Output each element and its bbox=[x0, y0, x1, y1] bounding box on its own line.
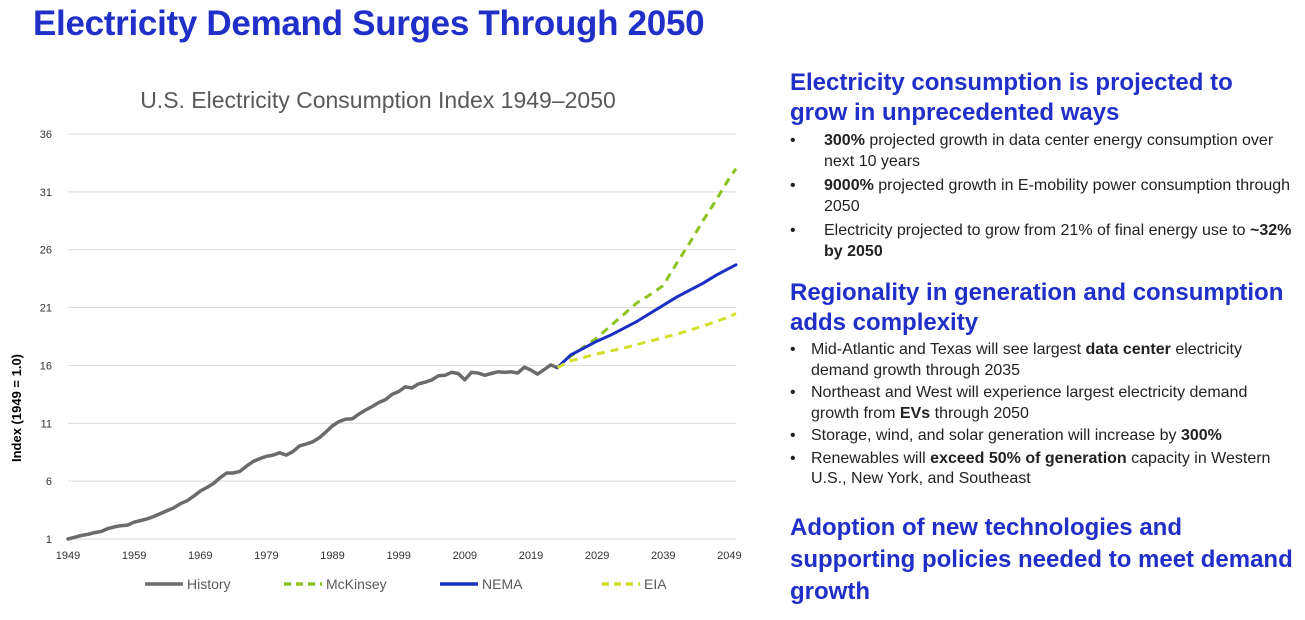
series-line-mckinsey bbox=[556, 167, 738, 369]
chart-title: U.S. Electricity Consumption Index 1949–… bbox=[140, 87, 616, 113]
section-heading-regionality: Regionality in generation and consumptio… bbox=[790, 279, 1284, 336]
consumption-bullet-list: 300% projected growth in data center ene… bbox=[790, 131, 1295, 262]
y-tick-label: 26 bbox=[40, 245, 52, 257]
legend-label-eia: EIA bbox=[644, 576, 667, 592]
bullet-text: Mid-Atlantic and Texas will see largest bbox=[811, 341, 1086, 358]
x-tick-label: 2039 bbox=[651, 550, 675, 562]
bullet-text: through 2050 bbox=[930, 404, 1029, 422]
x-tick-label: 1959 bbox=[122, 550, 146, 562]
x-tick-label: 2009 bbox=[453, 550, 477, 562]
section-heading-adoption: Adoption of new technologies and support… bbox=[790, 513, 1293, 605]
section-heading-consumption: Electricity consumption is projected to … bbox=[790, 69, 1233, 126]
legend-label-mckinsey: McKinsey bbox=[326, 576, 387, 592]
bullet-text: electricity demand growth through 2035 bbox=[811, 341, 1242, 379]
bullet-item: Renewables will exceed 50% of generation… bbox=[790, 449, 1295, 490]
y-axis-label: Index (1949 = 1.0) bbox=[9, 354, 24, 462]
legend: History McKinsey NEMA EIA bbox=[145, 576, 667, 592]
x-tick-label: 2029 bbox=[585, 550, 609, 562]
bullet-bold: 300% bbox=[824, 132, 865, 149]
bullet-item: 9000% projected growth in E-mobility pow… bbox=[790, 176, 1295, 217]
series-line-eia bbox=[556, 312, 737, 370]
bullet-text: capacity in Western U.S., New York, and … bbox=[811, 449, 1271, 488]
chart-area: U.S. Electricity Consumption Index 1949–… bbox=[0, 70, 760, 620]
x-tick-label: 1949 bbox=[56, 550, 80, 562]
x-tick-label: 1979 bbox=[254, 550, 278, 562]
legend-label-history: History bbox=[187, 576, 231, 592]
bullet-item: Northeast and West will experience large… bbox=[790, 383, 1295, 424]
series-lines bbox=[66, 167, 738, 541]
bullet-item: 300% projected growth in data center ene… bbox=[790, 131, 1295, 172]
bullet-item: Storage, wind, and solar generation will… bbox=[790, 426, 1295, 447]
gridlines bbox=[68, 133, 736, 540]
y-tick-label: 21 bbox=[40, 303, 52, 315]
bullet-item: Electricity projected to grow from 21% o… bbox=[790, 221, 1295, 262]
bullet-text: Storage, wind, and solar generation will… bbox=[811, 427, 1181, 444]
bullet-text: Electricity projected to grow from 21% o… bbox=[824, 222, 1250, 239]
y-tick-label: 6 bbox=[46, 476, 52, 488]
bullet-bold: exceed 50% of generation bbox=[930, 449, 1127, 467]
bullet-bold: data center bbox=[1085, 341, 1171, 358]
x-tick-labels: 1949 1959 1969 1979 1989 1999 2009 2019 2029 2039… bbox=[56, 550, 742, 562]
x-tick-label: 1989 bbox=[320, 550, 344, 562]
bullet-bold: 300% bbox=[1180, 427, 1222, 444]
bullet-text: Renewables will bbox=[811, 449, 931, 467]
right-panel: Electricity consumption is projected to … bbox=[790, 68, 1295, 608]
bullet-item: Mid-Atlantic and Texas will see largest … bbox=[790, 340, 1295, 381]
x-tick-label: 2049 bbox=[717, 550, 741, 562]
x-tick-label: 1969 bbox=[188, 550, 212, 562]
bullet-bold: 9000% bbox=[824, 177, 874, 194]
series-line-history bbox=[66, 363, 560, 541]
bullet-text: projected growth in E-mobility power con… bbox=[824, 177, 1291, 215]
bullet-bold: EVs bbox=[899, 404, 931, 422]
regionality-bullet-list: Mid-Atlantic and Texas will see largest … bbox=[790, 340, 1295, 490]
y-tick-label: 31 bbox=[40, 187, 52, 199]
page-title: Electricity Demand Surges Through 2050 bbox=[33, 4, 705, 43]
series-line-nema bbox=[555, 263, 738, 370]
y-tick-label: 16 bbox=[40, 360, 52, 372]
y-tick-label: 36 bbox=[40, 129, 52, 141]
y-tick-label: 1 bbox=[46, 534, 52, 546]
consumption-index-chart: U.S. Electricity Consumption Index 1949–… bbox=[9, 87, 742, 592]
bullet-bold: ~32% by 2050 bbox=[824, 222, 1292, 260]
legend-label-nema: NEMA bbox=[482, 576, 523, 592]
x-tick-label: 2019 bbox=[519, 550, 543, 562]
bullet-text: Northeast and West will experience large… bbox=[811, 384, 1248, 422]
bullet-text: projected growth in data center energy c… bbox=[824, 132, 1274, 170]
x-tick-label: 1999 bbox=[386, 550, 410, 562]
y-tick-label: 11 bbox=[41, 418, 52, 430]
